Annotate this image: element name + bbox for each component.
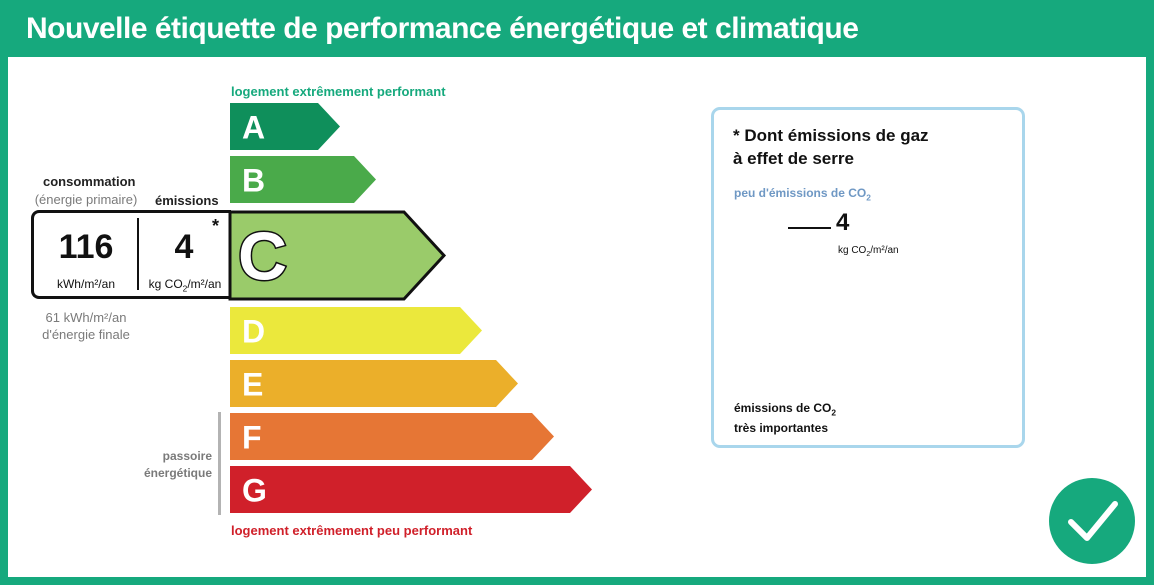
ghg-pointer-line bbox=[788, 227, 831, 229]
ghg-title-line2: à effet de serre bbox=[733, 149, 854, 168]
consumption-unit: kWh/m²/an bbox=[56, 277, 115, 291]
energy-class-c-letter: C bbox=[238, 219, 287, 295]
energy-class-b-bar bbox=[230, 156, 376, 203]
energy-class-g-bar bbox=[230, 466, 592, 513]
energy-class-f-letter: F bbox=[242, 420, 262, 456]
passoire-line2: énergétique bbox=[143, 466, 212, 480]
ghg-unit: kg CO2/m²/an bbox=[838, 245, 899, 258]
energy-top-caption: logement extrêmement performant bbox=[231, 84, 446, 99]
passoire-line1: passoire bbox=[162, 449, 212, 463]
energy-class-d-letter: D bbox=[242, 314, 265, 350]
page-title: Nouvelle étiquette de performance énergé… bbox=[0, 0, 1154, 57]
energy-class-g-letter: G bbox=[242, 473, 267, 509]
passoire-note: passoire énergétique bbox=[120, 448, 212, 482]
checkmark-icon bbox=[1068, 501, 1118, 541]
final-energy-line1: 61 kWh/m²/an bbox=[45, 310, 127, 325]
values-box bbox=[31, 210, 231, 299]
emissions-asterisk: * bbox=[212, 216, 220, 236]
values-divider bbox=[137, 218, 139, 290]
energy-class-e-letter: E bbox=[242, 367, 263, 403]
ghg-title-line1: * Dont émissions de gaz bbox=[733, 126, 929, 145]
energy-class-c-bar bbox=[228, 210, 447, 301]
ghg-title: * Dont émissions de gaz à effet de serre bbox=[733, 124, 993, 170]
energy-class-a-bar bbox=[230, 103, 340, 150]
ghg-value: 4 bbox=[836, 209, 850, 236]
energy-class-b-letter: B bbox=[242, 163, 265, 199]
emissions-unit: kg CO2/m²/an bbox=[148, 277, 222, 294]
ghg-top-caption: peu d'émissions de CO2 bbox=[734, 186, 871, 203]
energy-class-e-bar bbox=[230, 360, 518, 407]
energy-bottom-caption: logement extrêmement peu performant bbox=[231, 523, 473, 538]
energy-class-f-bar bbox=[230, 413, 554, 460]
checkmark-badge bbox=[1049, 478, 1135, 564]
emissions-value: 4 bbox=[174, 228, 194, 266]
final-energy-note: 61 kWh/m²/an d'énergie finale bbox=[30, 309, 142, 343]
ghg-panel bbox=[711, 107, 1025, 448]
energy-class-d-bar bbox=[230, 307, 482, 354]
consumption-value: 116 bbox=[58, 228, 114, 266]
energy-class-a-letter: A bbox=[242, 110, 265, 146]
final-energy-line2: d'énergie finale bbox=[42, 327, 130, 342]
ghg-bottom-caption: émissions de CO2 très importantes bbox=[734, 401, 837, 436]
passoire-bracket bbox=[218, 412, 221, 515]
emissions-label: émissions bbox=[155, 193, 219, 208]
consumption-sub-label: (énergie primaire) bbox=[34, 192, 138, 207]
consumption-label: consommation bbox=[43, 174, 136, 189]
